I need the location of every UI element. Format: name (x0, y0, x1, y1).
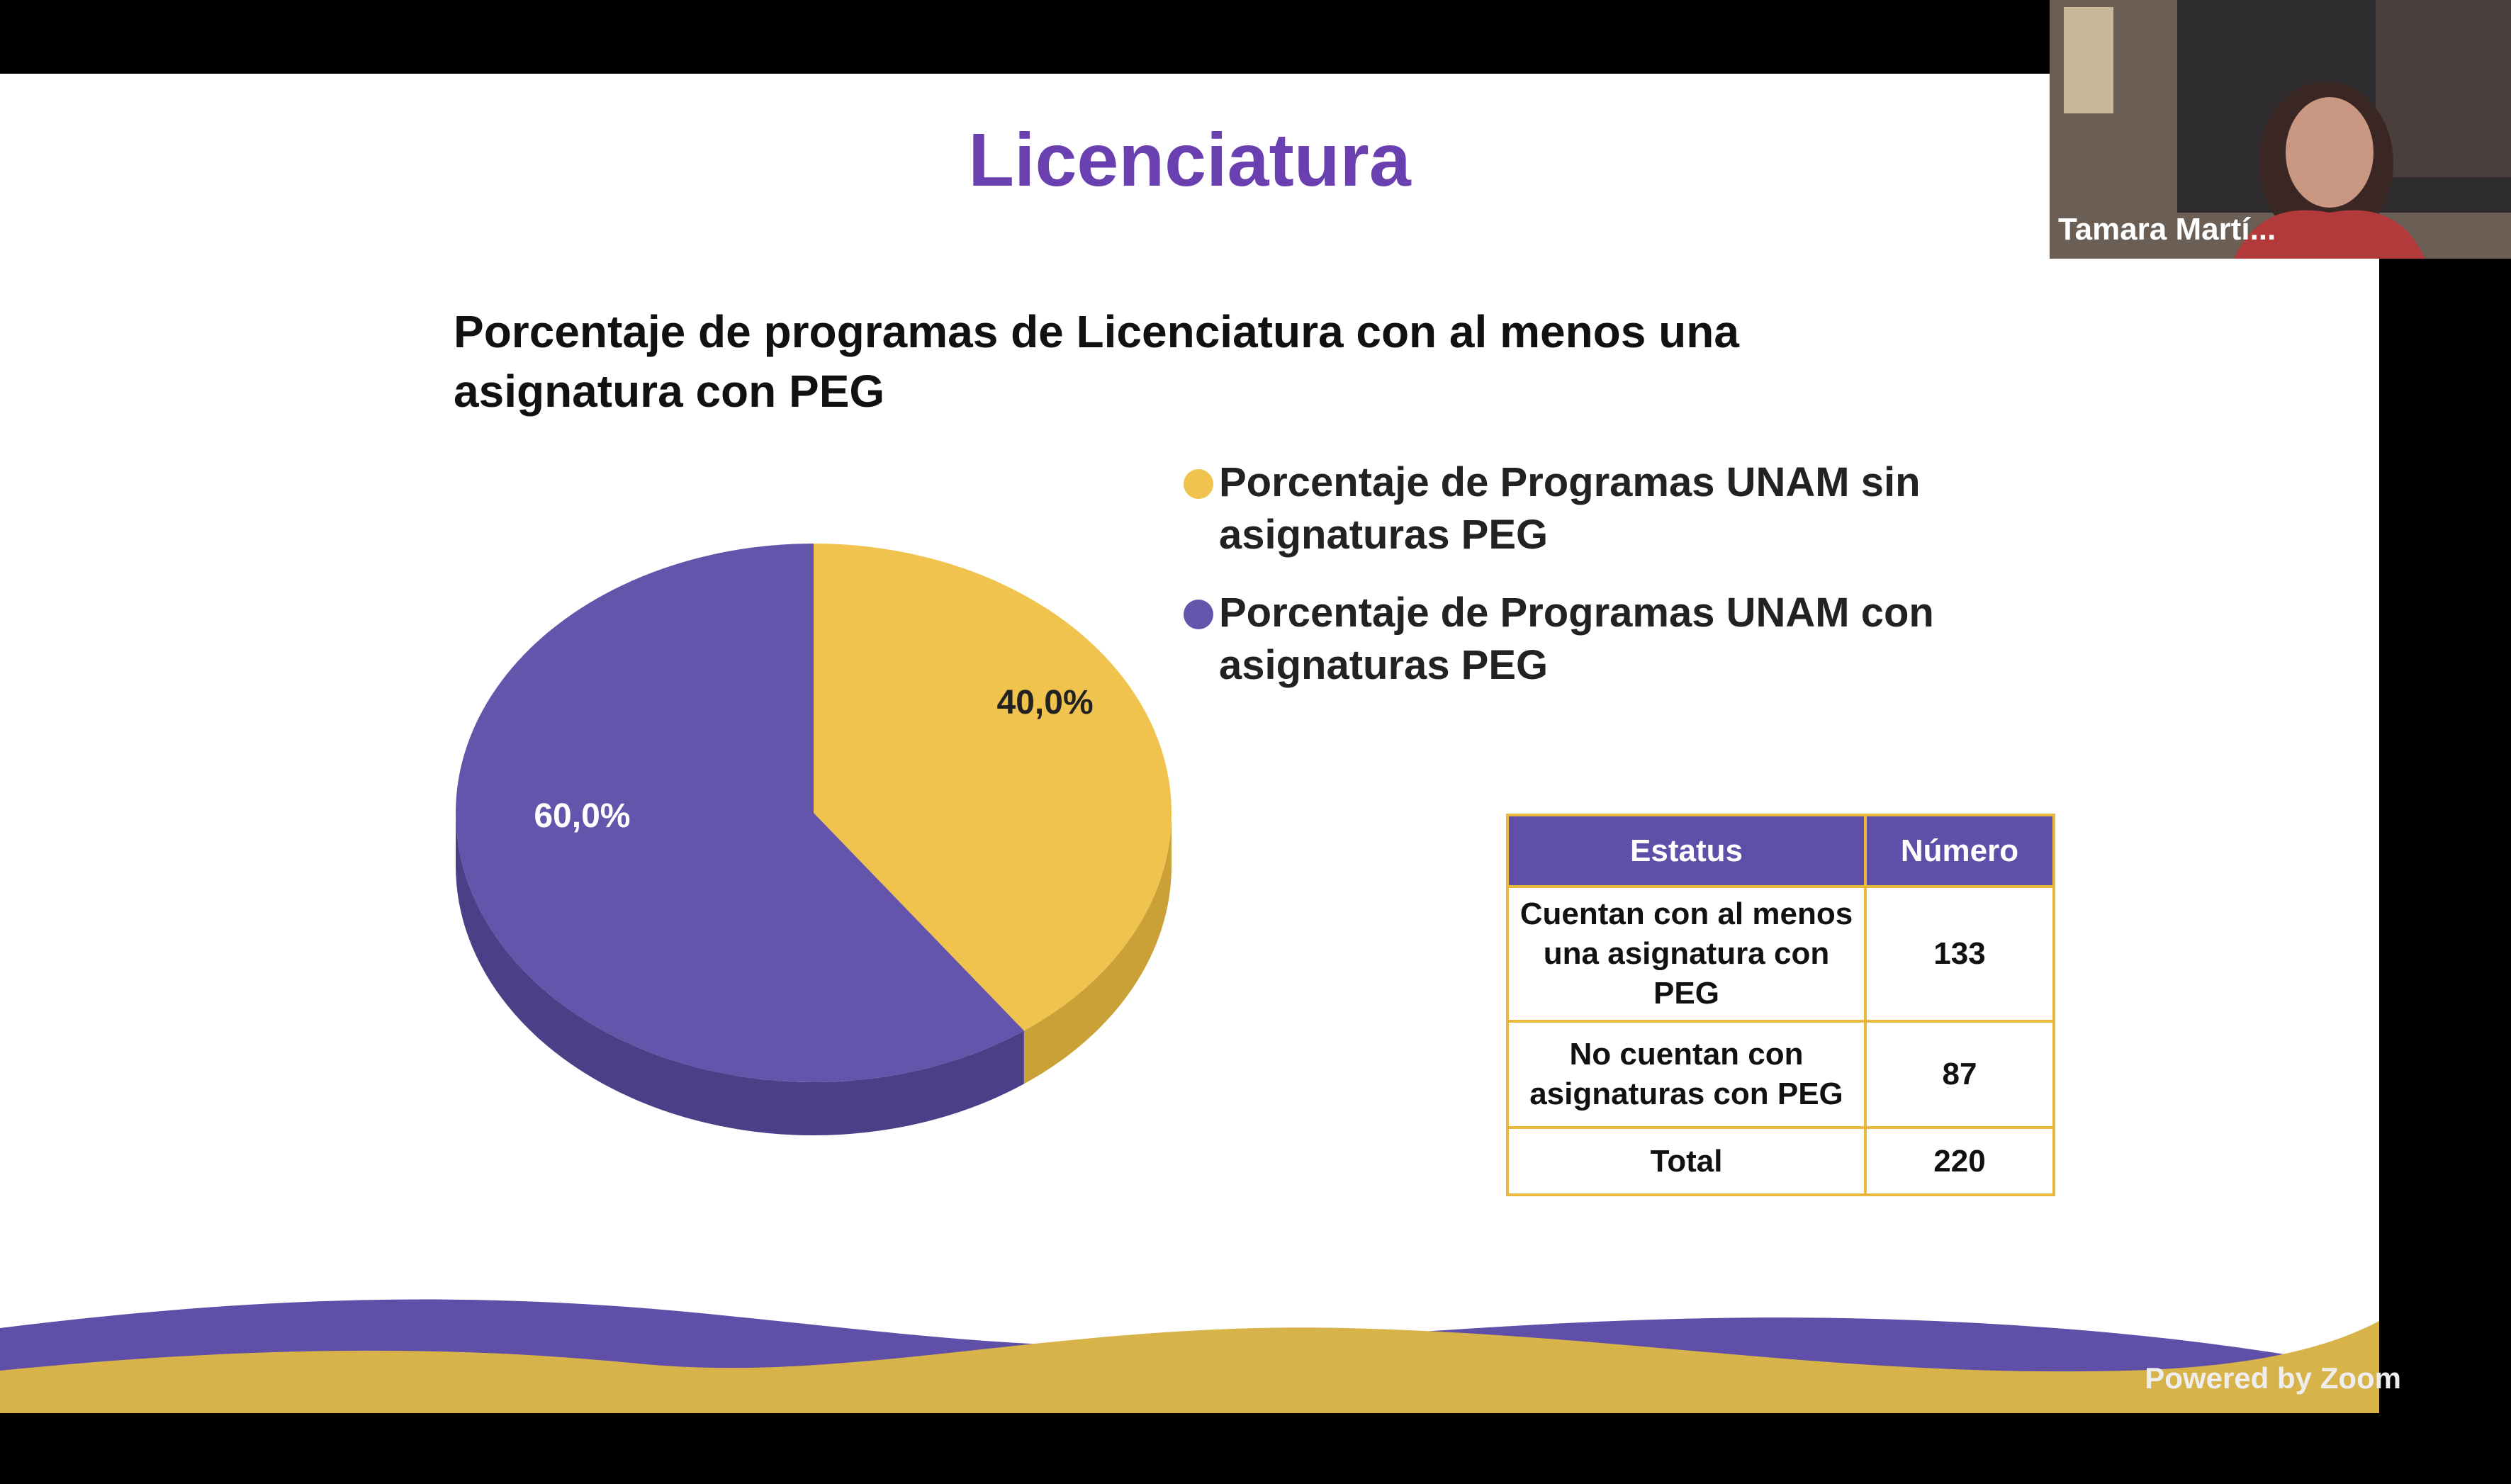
table-cell-status: No cuentan con asignaturas con PEG (1506, 1020, 1867, 1129)
chart-title: Porcentaje de programas de Licenciatura … (454, 306, 1739, 417)
table-cell-number: 220 (1864, 1126, 2055, 1196)
pie-chart: 40,0% 60,0% (456, 544, 1172, 1136)
pie-data-label-1: 60,0% (534, 797, 630, 835)
legend-item-con-peg: Porcentaje de Programas UNAM con asignat… (1184, 587, 1999, 692)
stats-table: Estatus Número Cuentan con al menos una … (1506, 814, 2055, 1196)
legend-label: Porcentaje de Programas UNAM sin asignat… (1219, 459, 1921, 558)
pie-side-0 (1023, 813, 1172, 1084)
legend-swatch-purple (1184, 600, 1213, 629)
webcam-frame (2050, 0, 2511, 259)
participant-video[interactable]: Tamara Martí... (2050, 0, 2511, 259)
pie-slice-1 (456, 544, 1024, 1082)
pie-side-1 (456, 813, 1024, 1136)
participant-name: Tamara Martí... (2058, 212, 2276, 247)
pie-data-label-0: 40,0% (997, 684, 1094, 721)
slide-title: Licenciatura (968, 118, 1411, 202)
legend-item-sin-peg: Porcentaje de Programas UNAM sin asignat… (1184, 456, 1999, 561)
wave-gold (0, 1321, 2379, 1413)
table-header-numero: Número (1864, 814, 2055, 888)
legend-label: Porcentaje de Programas UNAM con asignat… (1219, 590, 1934, 688)
table-cell-status: Cuentan con al menos una asignatura con … (1506, 885, 1867, 1023)
pie-slice-0 (814, 544, 1172, 1031)
zoom-watermark: Powered by Zoom (2145, 1361, 2401, 1395)
table-row: Cuentan con al menos una asignatura con … (1506, 885, 2055, 1023)
legend-swatch-gold (1184, 469, 1213, 499)
table-header-estatus: Estatus (1506, 814, 1867, 888)
table-row: No cuentan con asignaturas con PEG 87 (1506, 1020, 2055, 1129)
table-header-row: Estatus Número (1506, 814, 2055, 888)
presentation-slide: Licenciatura Porcentaje de programas de … (0, 74, 2379, 1413)
table-cell-number: 87 (1864, 1020, 2055, 1129)
decorative-waves (0, 1299, 2379, 1413)
table-cell-number: 133 (1864, 885, 2055, 1023)
table-row: Total 220 (1506, 1126, 2055, 1196)
table-cell-status: Total (1506, 1126, 1867, 1196)
